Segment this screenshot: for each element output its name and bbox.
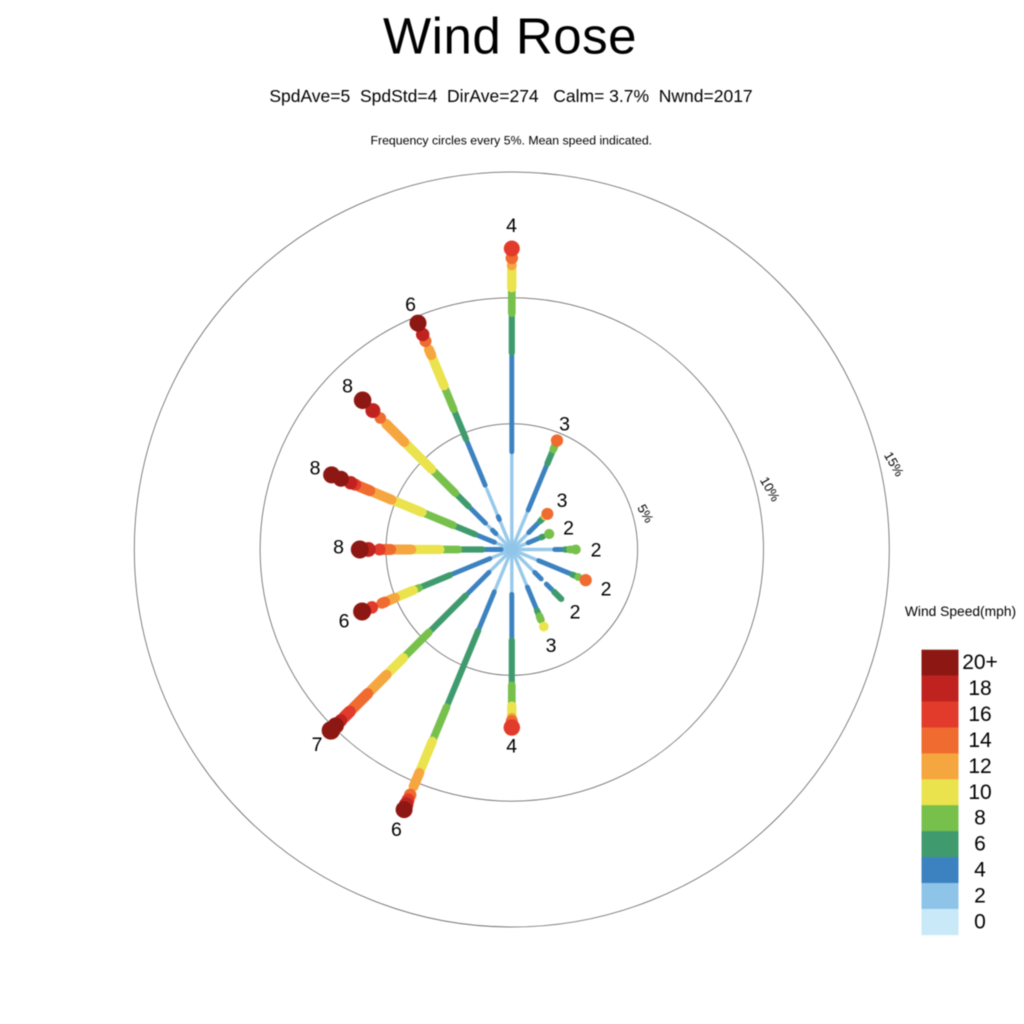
svg-text:4: 4 bbox=[974, 859, 986, 882]
svg-text:0: 0 bbox=[974, 910, 986, 933]
svg-text:8: 8 bbox=[974, 807, 986, 830]
svg-text:3: 3 bbox=[559, 414, 570, 436]
svg-text:2: 2 bbox=[591, 540, 602, 562]
svg-text:3: 3 bbox=[557, 490, 568, 512]
svg-text:2: 2 bbox=[601, 579, 612, 601]
svg-text:6: 6 bbox=[405, 294, 416, 316]
svg-text:8: 8 bbox=[342, 376, 353, 398]
svg-text:10: 10 bbox=[968, 781, 991, 804]
svg-text:4: 4 bbox=[506, 215, 517, 237]
svg-text:14: 14 bbox=[968, 729, 992, 752]
svg-text:6: 6 bbox=[974, 833, 986, 856]
svg-text:SpdAve=5 SpdStd=4 DirAve=274: SpdAve=5 SpdStd=4 DirAve=274 Calm= 3.7% … bbox=[269, 86, 752, 106]
svg-text:12: 12 bbox=[968, 755, 991, 778]
svg-text:18: 18 bbox=[968, 677, 991, 700]
svg-text:6: 6 bbox=[339, 611, 350, 633]
svg-text:2: 2 bbox=[563, 518, 574, 540]
svg-text:4: 4 bbox=[506, 736, 517, 758]
svg-text:8: 8 bbox=[333, 537, 344, 559]
svg-text:8: 8 bbox=[310, 458, 321, 480]
svg-text:2: 2 bbox=[974, 884, 986, 907]
svg-text:16: 16 bbox=[968, 703, 991, 726]
svg-text:3: 3 bbox=[546, 635, 557, 657]
svg-text:Frequency circles every 5%. Me: Frequency circles every 5%. Mean speed i… bbox=[370, 134, 652, 148]
svg-text:Wind Speed(mph): Wind Speed(mph) bbox=[905, 604, 1016, 619]
svg-text:20+: 20+ bbox=[962, 651, 998, 674]
svg-text:2: 2 bbox=[570, 602, 581, 624]
svg-text:Wind Rose: Wind Rose bbox=[383, 8, 637, 65]
svg-text:6: 6 bbox=[391, 819, 402, 841]
svg-text:7: 7 bbox=[312, 734, 323, 756]
